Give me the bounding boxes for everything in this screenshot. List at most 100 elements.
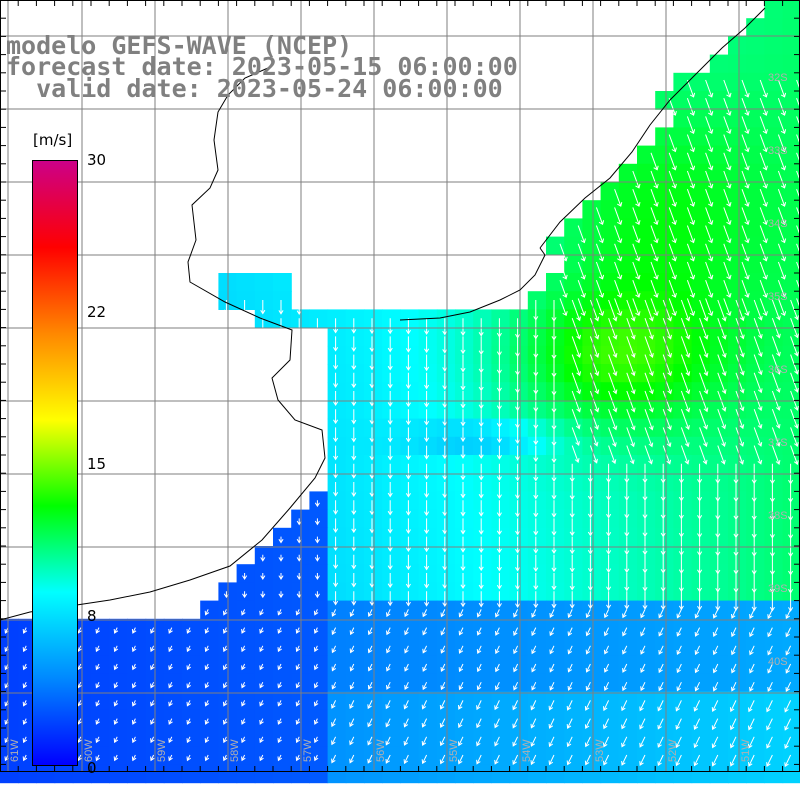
wind-cell: [709, 728, 729, 747]
wind-arrow: [694, 627, 701, 637]
wind-cell: [564, 364, 583, 383]
wind-arrow: [367, 663, 373, 672]
wind-arrow: [496, 445, 502, 460]
wind-arrow: [749, 627, 755, 638]
wind-cell: [345, 527, 365, 547]
wind-cell: [436, 400, 456, 420]
wind-arrow: [608, 409, 618, 431]
wind-arrow: [735, 299, 745, 322]
wind-arrow: [771, 445, 781, 466]
wind-arrow: [494, 754, 500, 765]
wind-arrow: [668, 189, 677, 207]
wind-arrow: [608, 427, 617, 448]
wind-cell: [673, 91, 693, 110]
wind-cell: [764, 182, 784, 201]
wind-arrow: [785, 645, 792, 656]
colorbar-tick-label: 22: [87, 303, 107, 321]
wind-arrow: [515, 445, 521, 461]
wind-cell: [655, 582, 674, 602]
wind-arrow: [314, 536, 320, 544]
wind-cell: [200, 673, 219, 693]
wind-cell: [673, 163, 693, 183]
wind-arrow: [749, 663, 755, 674]
wind-cell: [509, 309, 529, 329]
wind-cell: [491, 709, 511, 729]
wind-arrow: [784, 736, 792, 749]
wind-cell: [200, 691, 219, 711]
wind-arrow: [549, 663, 555, 673]
wind-cell: [709, 200, 729, 219]
wind-cell: [782, 145, 800, 165]
wind-arrow: [386, 627, 391, 636]
wind-arrow: [204, 609, 210, 616]
wind-arrow: [295, 736, 301, 744]
wind-arrow: [668, 98, 677, 116]
wind-cell: [600, 673, 620, 693]
wind-arrow: [748, 718, 755, 731]
wind-cell: [582, 618, 602, 638]
wind-arrow: [650, 280, 659, 298]
wind-cell: [382, 673, 401, 693]
wind-arrow: [405, 554, 411, 571]
wind-cell: [473, 309, 492, 329]
wind-arrow: [686, 98, 696, 116]
wind-arrow: [478, 518, 484, 535]
wind-cell: [200, 618, 219, 638]
wind-arrow: [204, 663, 210, 671]
wind-cell: [345, 382, 365, 401]
wind-cell: [673, 691, 693, 711]
wind-arrow: [313, 645, 319, 653]
wind-cell: [564, 218, 583, 238]
wind-cell: [327, 364, 347, 383]
wind-arrow: [614, 243, 623, 262]
wind-cell: [655, 473, 674, 492]
wind-cell: [764, 382, 784, 401]
wind-cell: [400, 345, 420, 365]
wind-arrow: [442, 372, 448, 390]
wind-cell: [709, 436, 729, 456]
wind-cell: [273, 709, 292, 729]
wind-cell: [564, 564, 583, 583]
wind-cell: [546, 546, 565, 565]
wind-cell: [473, 400, 492, 420]
wind-cell: [327, 728, 347, 747]
wind-arrow: [95, 718, 100, 725]
wind-arrow: [405, 482, 411, 498]
wind-cell: [637, 655, 656, 674]
wind-cell: [728, 600, 747, 620]
wind-cell: [764, 637, 784, 656]
wind-arrow: [668, 298, 677, 317]
wind-arrow: [577, 261, 586, 280]
longitude-label: 57W: [302, 739, 314, 762]
wind-arrow: [403, 718, 409, 728]
wind-cell: [655, 163, 674, 183]
wind-arrow: [595, 261, 605, 280]
wind-arrow: [367, 736, 373, 746]
wind-cell: [637, 273, 656, 292]
wind-cell: [436, 509, 456, 529]
wind-cell: [254, 309, 274, 329]
wind-arrow: [351, 318, 357, 334]
wind-arrow: [314, 518, 320, 526]
wind-arrow: [577, 298, 586, 317]
wind-cell: [418, 345, 438, 365]
wind-cell: [109, 637, 128, 656]
wind-cell: [782, 36, 800, 56]
wind-cell: [564, 509, 583, 529]
wind-cell: [637, 364, 656, 383]
wind-arrow: [559, 243, 568, 262]
wind-cell: [546, 436, 565, 456]
wind-arrow: [640, 645, 646, 655]
wind-arrow: [369, 409, 375, 425]
wind-cell: [764, 491, 784, 511]
wind-cell: [655, 91, 674, 110]
wind-arrow: [660, 554, 666, 574]
wind-cell: [236, 637, 256, 656]
wind-cell: [418, 673, 438, 693]
wind-arrow: [95, 736, 100, 744]
wind-arrow: [331, 645, 337, 654]
wind-cell: [436, 382, 456, 401]
colorbar: [32, 160, 78, 766]
wind-cell: [673, 182, 693, 201]
wind-cell: [618, 163, 638, 183]
